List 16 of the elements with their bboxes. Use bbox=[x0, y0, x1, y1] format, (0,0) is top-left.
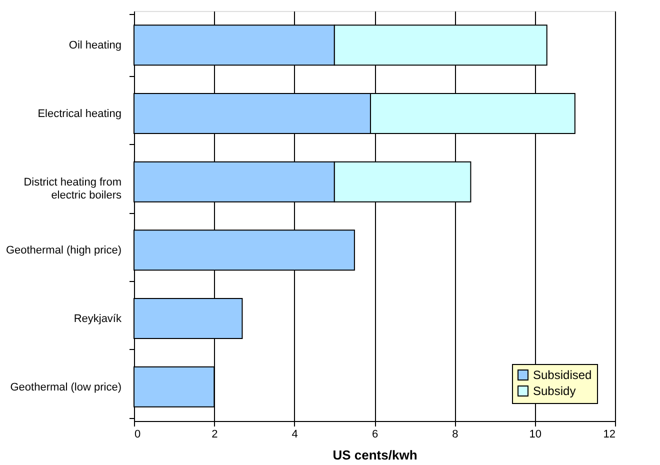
x-axis-title: US cents/kwh bbox=[332, 448, 418, 462]
y-tick-label: Oil heating bbox=[68, 40, 122, 52]
x-tick-label: 4 bbox=[292, 428, 298, 440]
x-tick-label: 8 bbox=[452, 428, 458, 440]
legend-label: Subsidised bbox=[533, 368, 592, 382]
x-tick-label: 0 bbox=[134, 428, 141, 440]
y-tick-label: Geothermal (high price) bbox=[6, 244, 122, 257]
y-tick-label: District heating from electric boilers bbox=[24, 176, 122, 202]
x-tick-label: 10 bbox=[529, 428, 542, 440]
x-tick-label: 6 bbox=[372, 428, 378, 440]
y-tick-label: Electrical heating bbox=[38, 108, 122, 120]
y-tick-label: Reykjavík bbox=[74, 313, 122, 325]
y-tick-label: Geothermal (low price) bbox=[10, 381, 122, 394]
x-tick-label: 12 bbox=[603, 428, 616, 440]
x-tick-label: 2 bbox=[212, 428, 218, 440]
legend-label: Subsidy bbox=[533, 384, 576, 398]
